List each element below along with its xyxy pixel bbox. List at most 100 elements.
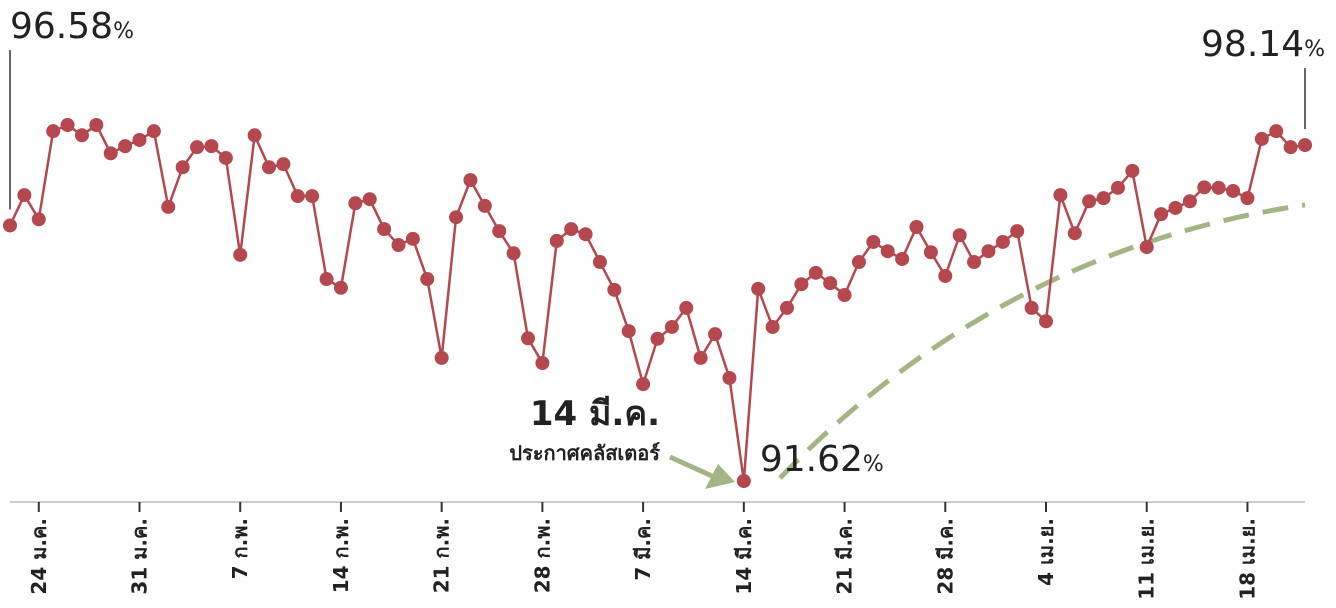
- point: [506, 246, 521, 261]
- point: [103, 146, 118, 161]
- value-label: 96.58%: [10, 6, 134, 47]
- point: [276, 157, 291, 172]
- x-tick-label: 4 เม.ย.: [1034, 518, 1058, 586]
- point: [118, 139, 133, 154]
- x-tick-label: 28 มี.ค.: [933, 518, 957, 595]
- point: [477, 198, 492, 213]
- point: [1211, 180, 1226, 195]
- x-tick-label: 21 มี.ค.: [833, 518, 857, 595]
- point: [952, 228, 967, 243]
- point: [578, 227, 593, 242]
- point: [851, 255, 866, 270]
- point: [995, 234, 1010, 249]
- point: [780, 300, 794, 315]
- point: [708, 327, 723, 342]
- point: [650, 331, 665, 346]
- point: [305, 189, 320, 204]
- point: [981, 244, 996, 259]
- point: [218, 150, 233, 165]
- point: [1269, 124, 1284, 139]
- point: [161, 199, 176, 214]
- point: [1226, 183, 1241, 198]
- annotation-title: 14 มี.ค.: [530, 394, 660, 434]
- value-label: 98.14%: [1201, 24, 1325, 65]
- point: [146, 124, 161, 139]
- point: [204, 139, 219, 154]
- x-tick-label: 14 มี.ค.: [732, 518, 756, 595]
- point: [1182, 194, 1197, 209]
- point: [564, 222, 579, 237]
- point: [405, 231, 420, 246]
- point: [1197, 180, 1212, 195]
- point: [333, 280, 348, 295]
- x-tick-label: 31 ม.ค.: [128, 518, 152, 595]
- point: [319, 272, 334, 287]
- point: [967, 255, 982, 270]
- x-tick-label: 11 เม.ย.: [1135, 518, 1159, 600]
- point: [722, 370, 737, 385]
- point: [1154, 207, 1169, 222]
- point: [1254, 131, 1269, 146]
- point: [1139, 240, 1154, 255]
- point: [1010, 224, 1025, 239]
- point: [31, 212, 46, 227]
- point: [909, 220, 924, 235]
- point: [866, 234, 881, 249]
- point: [492, 224, 507, 239]
- point: [765, 319, 780, 334]
- x-tick-label: 24 ม.ค.: [27, 518, 51, 595]
- value-label: 91.62%: [760, 439, 884, 480]
- trend-curve: [778, 202, 1306, 480]
- point: [233, 247, 248, 262]
- point: [1053, 188, 1068, 203]
- annotation-text: ประกาศคลัสเตอร์: [509, 441, 660, 465]
- point: [607, 282, 622, 297]
- point: [1039, 314, 1053, 329]
- x-tick-label: 14 ก.พ.: [329, 518, 353, 593]
- point: [17, 188, 32, 203]
- point: [823, 276, 838, 291]
- point: [535, 356, 550, 371]
- point: [420, 272, 435, 287]
- point: [434, 350, 449, 365]
- x-tick-label: 7 ก.พ.: [228, 518, 252, 579]
- point: [1067, 226, 1082, 241]
- point: [621, 324, 636, 339]
- point: [175, 160, 190, 175]
- point: [132, 132, 147, 147]
- point: [1125, 163, 1140, 178]
- point: [1283, 140, 1298, 155]
- point: [3, 218, 17, 233]
- point: [736, 474, 751, 488]
- point: [751, 281, 766, 296]
- point: [60, 118, 75, 132]
- point: [837, 288, 852, 303]
- point: [794, 277, 809, 292]
- point: [190, 140, 205, 155]
- point: [391, 238, 406, 253]
- point: [1240, 191, 1255, 206]
- point: [1110, 180, 1125, 195]
- point: [89, 118, 104, 132]
- point: [74, 128, 89, 143]
- point: [938, 268, 953, 283]
- point: [247, 128, 262, 143]
- point: [880, 244, 895, 259]
- point: [923, 245, 938, 260]
- point: [1168, 200, 1183, 215]
- point: [46, 124, 61, 139]
- point: [693, 350, 708, 365]
- point: [1082, 194, 1097, 209]
- x-tick-label: 28 ก.พ.: [530, 518, 554, 593]
- point: [592, 255, 607, 270]
- point: [449, 210, 464, 225]
- x-tick-label: 21 ก.พ.: [430, 518, 454, 593]
- point: [377, 222, 392, 237]
- point: [664, 319, 679, 334]
- point: [895, 251, 910, 266]
- point: [808, 265, 823, 280]
- point: [679, 300, 694, 315]
- x-tick-label: 7 มี.ค.: [631, 518, 655, 581]
- point: [348, 196, 363, 211]
